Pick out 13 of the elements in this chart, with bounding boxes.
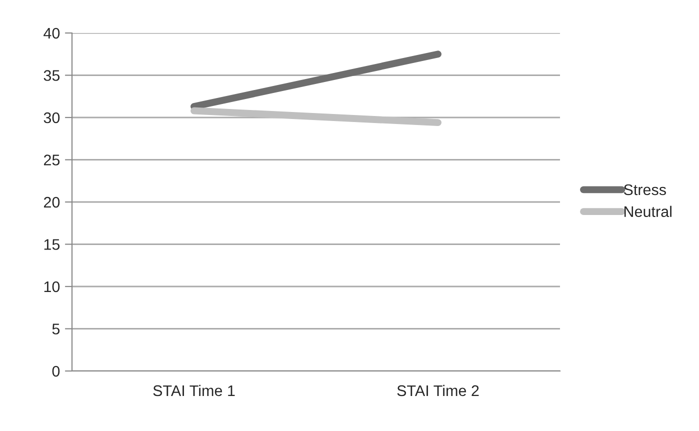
legend-label: Stress — [624, 184, 666, 196]
y-tick-label: 20 — [44, 196, 60, 208]
y-tick-label: 40 — [44, 28, 60, 39]
x-tick-label: STAI Time 1 — [153, 384, 235, 396]
y-tick-label: 5 — [52, 324, 60, 334]
y-tick-label: 0 — [52, 366, 60, 377]
y-tick-label: 10 — [44, 281, 60, 292]
legend-label: Neutral — [624, 206, 672, 218]
y-tick-label: 35 — [44, 70, 60, 81]
y-tick-label: 30 — [44, 112, 60, 124]
y-tick-label: 15 — [44, 239, 60, 250]
y-tick-label: 25 — [44, 154, 60, 166]
x-tick-label: STAI Time 2 — [397, 384, 479, 396]
